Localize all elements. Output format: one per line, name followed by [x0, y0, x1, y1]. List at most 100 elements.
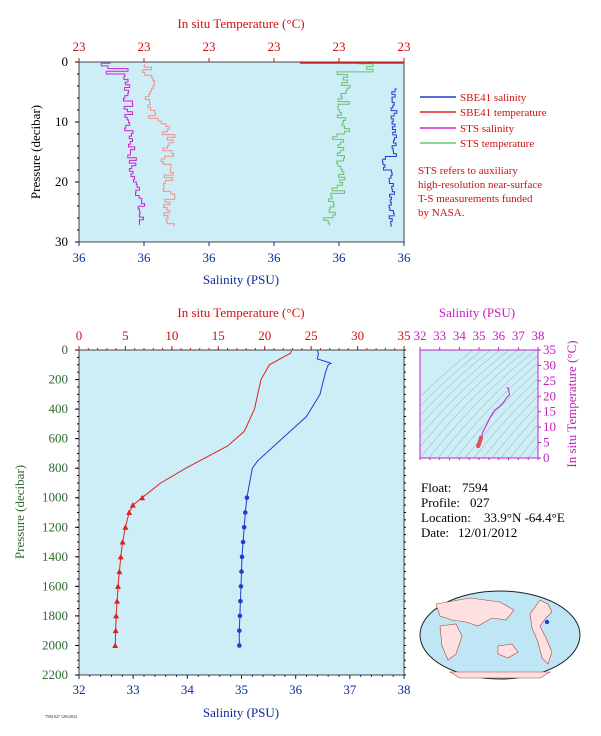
sts-temperature-line-left — [142, 63, 176, 227]
location-label: Location: — [421, 510, 471, 525]
bottom-plot-area — [78, 349, 405, 676]
density-contour — [509, 424, 538, 458]
bottom-panel-top-tick-labels: 0 5 10 15 20 25 30 35 — [76, 328, 411, 350]
bottom-panel-left-tick-label: 1600 — [42, 578, 68, 593]
top-panel-bottom-tick-label: 36 — [203, 250, 217, 265]
temperature-sample-marker — [116, 568, 123, 575]
top-plot-area — [78, 61, 405, 243]
bottom-panel-bottom-tick-label: 38 — [398, 682, 411, 697]
density-contour — [437, 355, 538, 458]
density-contour — [420, 350, 510, 437]
bottom-panel-top-tick-label: 35 — [398, 328, 411, 343]
ts-inset-top-tick-label: 36 — [492, 328, 506, 343]
temperature-sample-marker — [117, 553, 124, 560]
top-panel-left-tick-label: 0 — [62, 54, 69, 69]
density-contour — [446, 362, 538, 458]
salinity-sample-marker — [244, 495, 250, 501]
location-value: 33.9°N -64.4°E — [484, 510, 565, 525]
density-contour — [420, 350, 492, 417]
sts-note: STS refers to auxiliary high-resolution … — [418, 165, 542, 219]
map-land-australia — [497, 643, 519, 659]
bottom-panel-left-tick-label: 1000 — [42, 490, 68, 505]
legend-label-sbe41-salinity: SBE41 salinity — [460, 92, 527, 104]
ts-inset-title: Salinity (PSU) — [439, 305, 515, 320]
top-panel-top-tick-label: 23 — [333, 39, 346, 54]
top-panel-bottom-tick-label: 36 — [268, 250, 282, 265]
ts-inset-right-tick-label: 0 — [543, 450, 550, 465]
date-value: 12/01/2012 — [458, 525, 517, 540]
temperature-sample-marker — [119, 539, 126, 545]
density-contour — [455, 370, 538, 458]
bottom-panel-bottom-tick-label: 36 — [289, 682, 303, 697]
bottom-panel-bottom-tick-label: 35 — [235, 682, 248, 697]
density-contour — [500, 414, 538, 458]
bottom-panel-bottom-tick-label: 33 — [127, 682, 140, 697]
profile-label: Profile: — [421, 495, 460, 510]
bottom-panel-left-tick-label: 1200 — [42, 519, 68, 534]
top-panel-left-tick-labels: 0 10 20 30 — [55, 54, 79, 249]
bottom-panel-y-label: Pressure (decibar) — [12, 465, 27, 559]
bottom-panel-top-tick-label: 0 — [76, 328, 83, 343]
density-contour — [491, 404, 538, 458]
date-label: Date: — [421, 525, 449, 540]
bottom-panel-left-tick-label: 1400 — [42, 549, 68, 564]
bottom-panel-left-tick-label: 2000 — [42, 637, 68, 652]
density-contour — [420, 350, 528, 458]
top-panel-bottom-tick-label: 36 — [333, 250, 347, 265]
ts-inset-right-tick-label: 20 — [543, 388, 556, 403]
density-contour — [420, 350, 483, 407]
top-panel-left-tick-label: 30 — [55, 234, 68, 249]
bottom-panel-left-tick-label: 600 — [49, 431, 69, 446]
salinity-sample-marker — [239, 554, 245, 560]
bottom-panel-top-axis-title: In situ Temperature (°C) — [177, 305, 304, 320]
map-land-eurasia — [435, 597, 515, 627]
ts-inset-right-tick-label: 25 — [543, 373, 556, 388]
legend-label-sts-salinity: STS salinity — [460, 123, 515, 135]
bottom-panel: In situ Temperature (°C) 0 5 10 15 20 25 30 35 … — [12, 305, 411, 720]
ts-inset: Salinity (PSU) 32 33 34 35 36 37 38 0510152025… — [414, 305, 580, 468]
ts-inset-right-tick-label: 15 — [543, 404, 556, 419]
bottom-panel-top-tick-label: 5 — [122, 328, 129, 343]
ts-inset-top-tick-label: 32 — [414, 328, 427, 343]
ts-inset-top-tick-label: 37 — [512, 328, 526, 343]
temperature-sample-marker — [114, 598, 121, 604]
bottom-panel-left-tick-label: 0 — [62, 342, 69, 357]
bottom-panel-bottom-tick-label: 34 — [181, 682, 195, 697]
bottom-panel-left-tick-label: 800 — [49, 460, 69, 475]
map-land-americas — [529, 599, 553, 665]
temperature-sample-marker — [139, 494, 146, 501]
float-value: 7594 — [462, 480, 489, 495]
bottom-footnote: 7594 027 12012012 — [45, 714, 77, 719]
bottom-panel-bottom-tick-labels: 32 33 34 35 36 37 38 — [73, 675, 411, 697]
sts-salinity-line — [100, 62, 146, 226]
float-label: Float: — [421, 480, 451, 495]
sbe41-salinity-line — [382, 88, 398, 227]
top-panel-bottom-tick-label: 36 — [73, 250, 87, 265]
top-panel-top-tick-label: 23 — [203, 39, 216, 54]
top-panel-bottom-tick-label: 36 — [398, 250, 412, 265]
profile-value: 027 — [470, 495, 490, 510]
bottom-panel-series — [112, 349, 333, 648]
map-land-africa — [439, 623, 463, 661]
salinity-sample-marker — [242, 510, 248, 515]
density-contour — [420, 350, 519, 448]
ts-inset-y-label: In situ Temperature (°C) — [564, 340, 579, 467]
temperature-sample-marker — [113, 612, 120, 619]
world-map — [419, 590, 581, 680]
legend-label-sbe41-temperature: SBE41 temperature — [460, 107, 547, 119]
top-panel-left-tick-label: 10 — [55, 114, 68, 129]
top-panel-top-tick-label: 23 — [398, 39, 411, 54]
ts-inset-top-tick-label: 34 — [453, 328, 467, 343]
bottom-panel-left-tick-label: 200 — [49, 372, 69, 387]
salinity-sample-marker — [237, 628, 242, 633]
ts-inset-series — [476, 386, 511, 449]
temperature-sample-marker — [129, 502, 136, 508]
density-contour — [473, 386, 538, 458]
float-location-marker — [544, 619, 550, 625]
bottom-panel-top-tick-label: 30 — [351, 328, 364, 343]
ts-deep-sample-marker — [476, 443, 481, 449]
bottom-panel-top-tick-label: 25 — [305, 328, 318, 343]
top-panel: In situ Temperature (°C) 23 23 23 23 23 23 36… — [28, 16, 411, 287]
bottom-panel-x-label: Salinity (PSU) — [203, 705, 279, 720]
